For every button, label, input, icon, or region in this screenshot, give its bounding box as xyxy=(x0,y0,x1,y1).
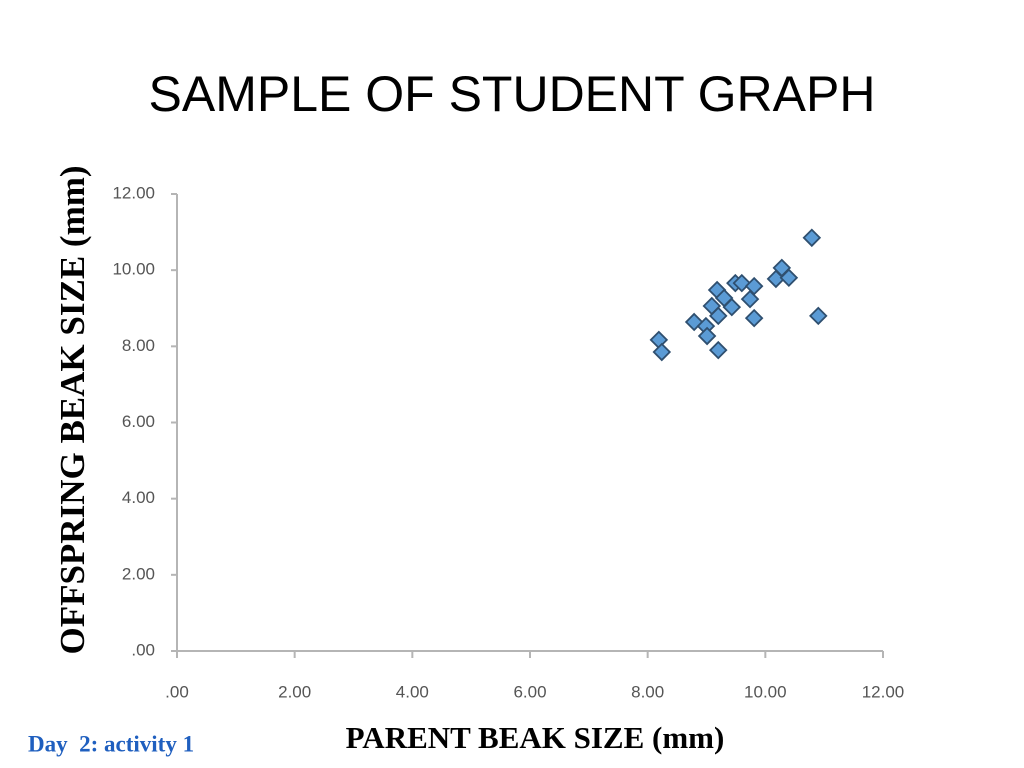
data-point xyxy=(652,342,672,362)
data-point xyxy=(744,276,764,296)
chart-title: SAMPLE OF STUDENT GRAPH xyxy=(149,66,876,122)
data-point xyxy=(809,306,828,326)
data-point xyxy=(708,306,728,326)
x-tick-label: .00 xyxy=(165,682,189,701)
data-point xyxy=(708,340,728,360)
x-axis-label: PARENT BEAK SIZE (mm) xyxy=(346,720,725,755)
y-tick-label: 4.00 xyxy=(122,488,155,507)
annotation: Day 2: activity 1 xyxy=(28,731,194,756)
x-tick-label: 2.00 xyxy=(278,682,311,701)
data-point xyxy=(697,326,717,346)
data-point xyxy=(740,289,760,309)
x-tick-label: 12.00 xyxy=(862,682,905,701)
y-tick-label: 6.00 xyxy=(122,412,155,431)
y-tick-label: .00 xyxy=(131,640,155,659)
data-point xyxy=(722,297,742,317)
x-tick-label: 10.00 xyxy=(744,682,787,701)
data-point xyxy=(779,268,799,288)
y-tick-label: 2.00 xyxy=(122,564,155,583)
x-tick-label: 6.00 xyxy=(513,682,546,701)
y-axis-label: OFFSPRING BEAK SIZE (mm) xyxy=(53,165,92,654)
y-tick-label: 12.00 xyxy=(112,183,155,202)
y-tick-label: 10.00 xyxy=(112,260,155,279)
x-tick-label: 4.00 xyxy=(396,682,429,701)
data-point xyxy=(744,308,764,328)
x-tick-label: 8.00 xyxy=(631,682,664,701)
y-tick-label: 8.00 xyxy=(122,336,155,355)
data-point xyxy=(802,228,822,248)
data-point xyxy=(732,273,752,293)
